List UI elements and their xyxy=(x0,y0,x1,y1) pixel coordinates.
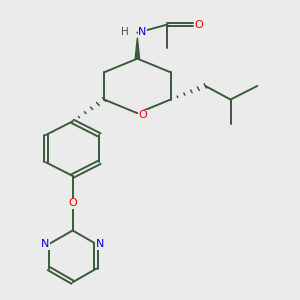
Text: O: O xyxy=(68,198,77,208)
Polygon shape xyxy=(135,38,140,58)
Text: N: N xyxy=(41,239,49,249)
Text: N: N xyxy=(138,27,146,37)
Text: N: N xyxy=(96,239,104,249)
Text: O: O xyxy=(195,20,203,29)
Text: O: O xyxy=(139,110,147,120)
Text: H: H xyxy=(121,27,128,37)
